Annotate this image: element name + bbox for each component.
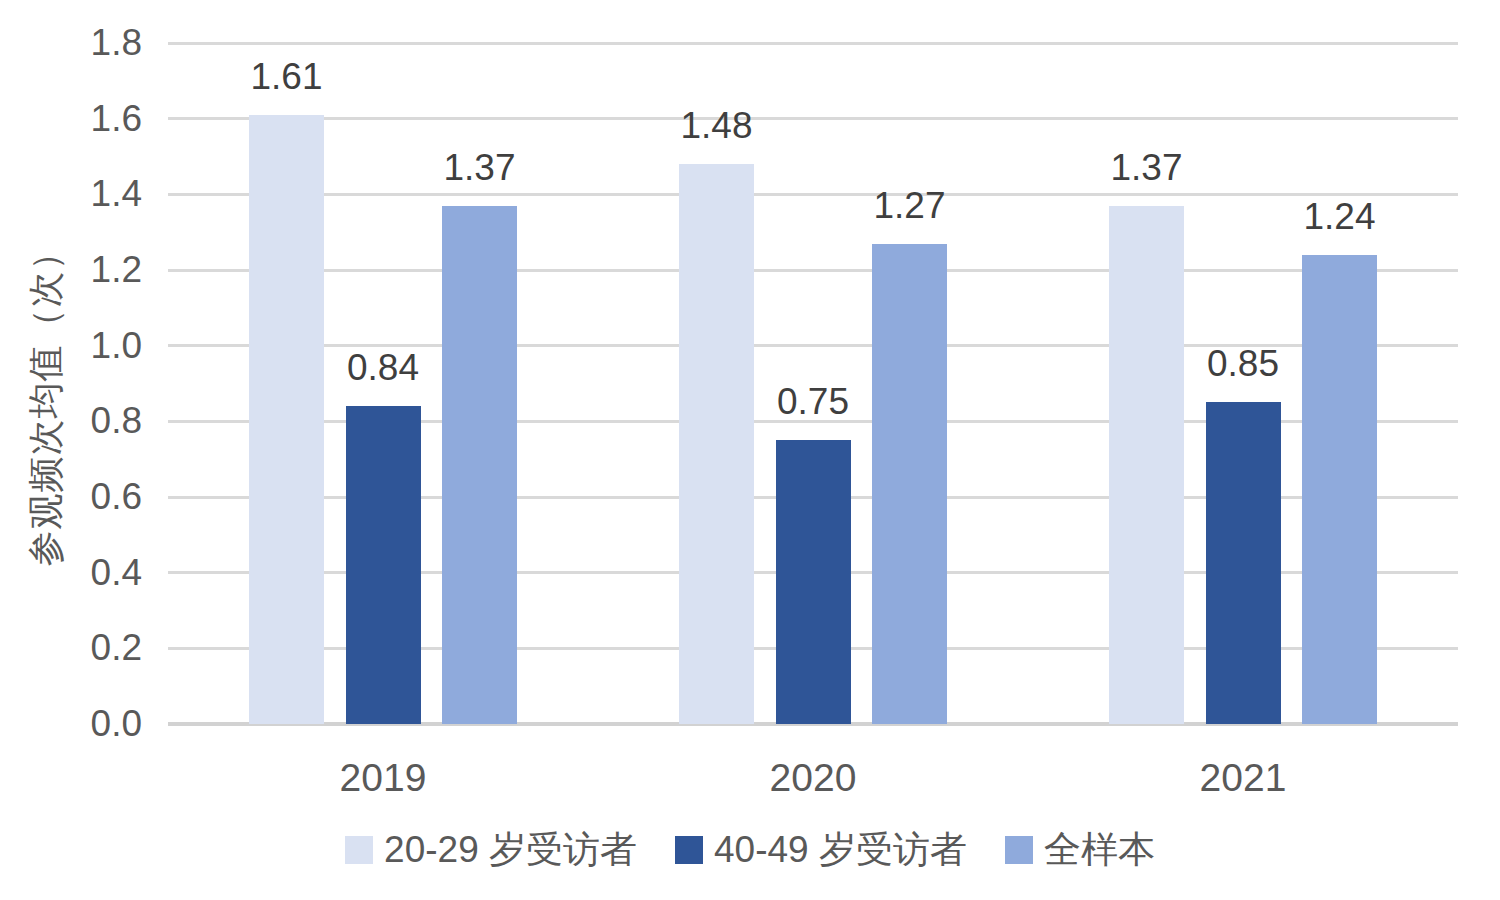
bar	[1302, 255, 1377, 724]
bar	[1206, 402, 1281, 724]
legend-swatch	[675, 836, 703, 864]
value-label: 1.61	[207, 55, 367, 99]
x-category-label: 2020	[703, 756, 923, 800]
y-tick-label: 0.8	[0, 399, 142, 443]
bar	[1109, 206, 1184, 724]
gridline	[168, 117, 1458, 120]
value-label: 0.85	[1163, 342, 1323, 386]
value-label: 1.48	[637, 104, 797, 148]
legend-item: 20-29 岁受访者	[345, 825, 637, 875]
bar-chart: 参观频次均值（次） 1.610.841.371.480.751.271.370.…	[0, 0, 1500, 900]
y-tick-label: 0.4	[0, 551, 142, 595]
x-category-label: 2019	[273, 756, 493, 800]
legend: 20-29 岁受访者 40-49 岁受访者 全样本	[0, 822, 1500, 878]
legend-swatch	[345, 836, 373, 864]
x-category-label: 2021	[1133, 756, 1353, 800]
legend-swatch	[1005, 836, 1033, 864]
y-tick-label: 0.2	[0, 626, 142, 670]
gridline	[168, 269, 1458, 272]
y-tick-label: 1.2	[0, 248, 142, 292]
legend-label: 20-29 岁受访者	[384, 825, 637, 875]
bar	[872, 244, 947, 724]
y-tick-label: 1.0	[0, 324, 142, 368]
bar	[346, 406, 421, 724]
bar	[442, 206, 517, 724]
value-label: 1.37	[1067, 146, 1227, 190]
y-tick-label: 1.4	[0, 172, 142, 216]
legend-item: 全样本	[1005, 825, 1155, 875]
value-label: 1.24	[1260, 195, 1420, 239]
legend-item: 40-49 岁受访者	[675, 825, 967, 875]
value-label: 0.84	[303, 346, 463, 390]
value-label: 1.27	[830, 184, 990, 228]
value-label: 0.75	[733, 380, 893, 424]
y-tick-label: 1.8	[0, 21, 142, 65]
y-tick-label: 0.6	[0, 475, 142, 519]
y-tick-label: 1.6	[0, 97, 142, 141]
bar	[776, 440, 851, 724]
gridline	[168, 42, 1458, 45]
legend-label: 40-49 岁受访者	[714, 825, 967, 875]
legend-label: 全样本	[1044, 825, 1155, 875]
bar	[249, 115, 324, 724]
y-tick-label: 0.0	[0, 702, 142, 746]
plot-area: 1.61 0.84 1.37 1.48 0.75 1.27 1.37 0.85 1.24	[168, 43, 1458, 724]
bar	[679, 164, 754, 724]
value-label: 1.37	[400, 146, 560, 190]
